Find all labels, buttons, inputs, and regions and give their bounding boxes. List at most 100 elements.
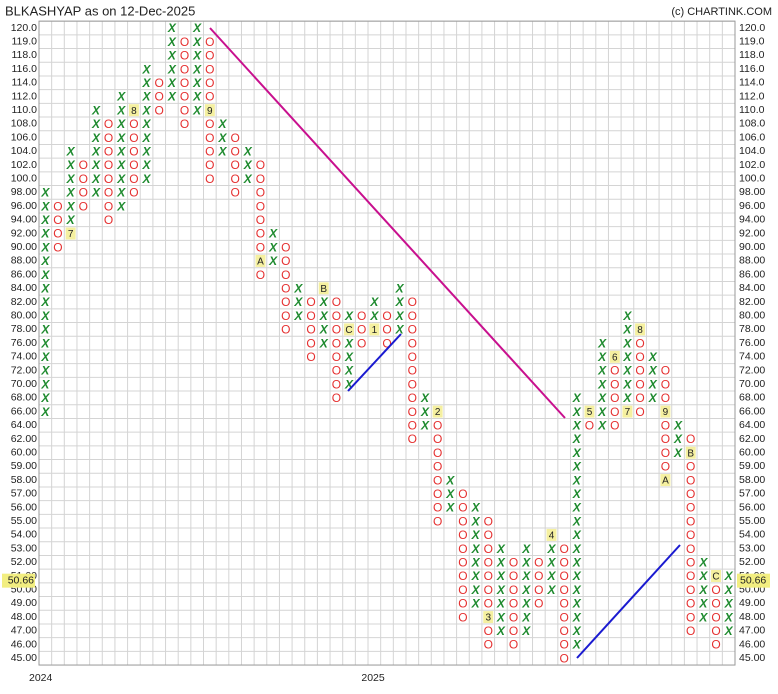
- y-tick-label: 52.00: [739, 556, 765, 568]
- o-box: O: [686, 460, 695, 474]
- o-box: O: [433, 473, 442, 487]
- y-tick-label: 68.00: [11, 392, 37, 404]
- x-box: X: [40, 295, 50, 309]
- o-box: O: [357, 336, 366, 350]
- o-box: O: [484, 638, 493, 652]
- x-box: X: [192, 62, 202, 76]
- chart-title: BLKASHYAP as on 12-Dec-2025: [5, 3, 195, 18]
- o-box: O: [53, 240, 62, 254]
- x-box: X: [496, 555, 506, 569]
- o-box: O: [129, 131, 138, 145]
- o-box: O: [661, 460, 670, 474]
- source: (c) CHARTINK.COM: [671, 6, 772, 18]
- o-box: O: [180, 62, 189, 76]
- y-tick-label: 119.0: [12, 35, 38, 47]
- month-marker: [483, 611, 494, 624]
- y-tick-label: 56.00: [11, 501, 37, 513]
- o-box: O: [408, 350, 417, 364]
- o-box: O: [534, 597, 543, 611]
- o-box: O: [205, 117, 214, 131]
- y-tick-label: 116.0: [739, 63, 765, 75]
- y-tick-label: 78.00: [739, 323, 765, 335]
- month-label: 4: [549, 531, 555, 542]
- y-tick-label: 53.00: [11, 542, 37, 554]
- o-box: O: [686, 624, 695, 638]
- x-box: X: [698, 555, 708, 569]
- x-box: X: [724, 610, 734, 624]
- o-box: O: [610, 377, 619, 391]
- x-box: X: [622, 309, 632, 323]
- o-box: O: [205, 158, 214, 172]
- month-marker: [344, 323, 355, 336]
- month-marker: [204, 104, 215, 117]
- o-box: O: [559, 597, 568, 611]
- columns: XXXXXXXXXXXXXXXXXOOOOXXXXXX7OOOOXXXXXXXO…: [40, 21, 733, 665]
- y-tick-label: 58.00: [11, 474, 37, 486]
- x-box: X: [597, 391, 607, 405]
- x-box: X: [293, 309, 303, 323]
- month-label: 9: [207, 106, 213, 117]
- o-box: O: [559, 555, 568, 569]
- month-label: A: [257, 257, 264, 268]
- x-box: X: [572, 460, 582, 474]
- o-box: O: [205, 62, 214, 76]
- o-box: O: [559, 569, 568, 583]
- y-tick-label: 108.0: [739, 118, 765, 130]
- o-box: O: [155, 90, 164, 104]
- o-box: O: [635, 364, 644, 378]
- x-box: X: [319, 309, 329, 323]
- o-box: O: [256, 172, 265, 186]
- x-box: X: [597, 377, 607, 391]
- y-tick-label: 58.00: [739, 474, 765, 486]
- o-box: O: [129, 158, 138, 172]
- x-box: X: [673, 432, 683, 446]
- y-tick-label: 64.00: [739, 419, 765, 431]
- x-box: X: [243, 158, 253, 172]
- x-box: X: [471, 528, 481, 542]
- month-marker: [546, 528, 557, 541]
- x-box: X: [521, 583, 531, 597]
- x-box: X: [471, 555, 481, 569]
- last-price-label: 50.66: [740, 574, 766, 586]
- o-box: O: [610, 364, 619, 378]
- x-box: X: [572, 405, 582, 419]
- o-box: O: [104, 117, 113, 131]
- x-box: X: [648, 377, 658, 391]
- x-box: X: [40, 213, 50, 227]
- pf-column: XXX: [243, 144, 253, 185]
- x-box: X: [66, 158, 76, 172]
- pf-column: XXX: [268, 227, 278, 268]
- y-tick-label: 114.0: [12, 77, 38, 89]
- o-box: O: [661, 432, 670, 446]
- o-box: O: [661, 377, 670, 391]
- o-box: O: [256, 240, 265, 254]
- support-line: [576, 544, 681, 659]
- month-marker: [622, 405, 633, 418]
- o-box: O: [661, 446, 670, 460]
- o-box: O: [661, 364, 670, 378]
- y-tick-label: 53.00: [739, 542, 765, 554]
- x-box: X: [724, 569, 734, 583]
- plot-border: [38, 20, 736, 666]
- o-box: O: [79, 199, 88, 213]
- x-box: X: [547, 569, 557, 583]
- x-box: X: [572, 555, 582, 569]
- month-marker: [609, 350, 620, 363]
- o-box: O: [509, 555, 518, 569]
- o-box: O: [408, 405, 417, 419]
- o-box: O: [610, 405, 619, 419]
- y-tick-label: 57.00: [11, 488, 37, 500]
- y-tick-label: 70.00: [739, 378, 765, 390]
- o-box: O: [382, 336, 391, 350]
- x-box: X: [496, 542, 506, 556]
- y-tick-label: 94.00: [11, 214, 37, 226]
- x-box: X: [40, 199, 50, 213]
- x-box: X: [344, 336, 354, 350]
- x-box: X: [319, 323, 329, 337]
- y-tick-label: 49.00: [739, 597, 765, 609]
